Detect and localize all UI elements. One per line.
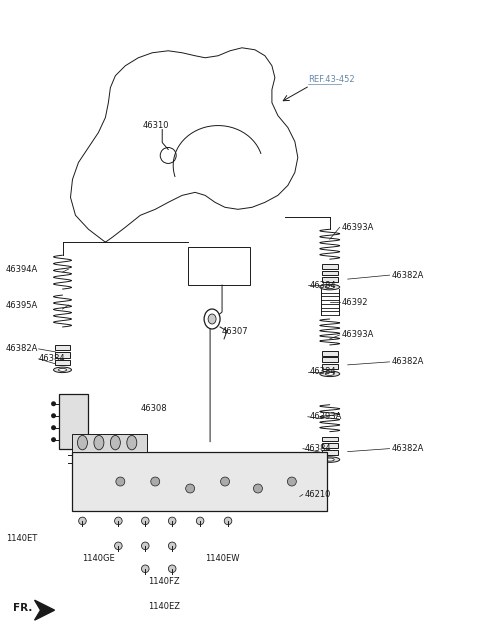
Bar [55,345,70,350]
Circle shape [288,477,296,486]
Text: 1140EW: 1140EW [205,554,240,563]
Circle shape [142,565,149,573]
Bar [322,357,338,362]
Bar [72,434,147,452]
Text: 46382A: 46382A [392,271,424,280]
Bar [55,360,70,365]
Text: 1140EZ: 1140EZ [148,602,180,611]
Text: 46394A: 46394A [6,264,38,274]
Ellipse shape [59,368,67,371]
Bar [322,351,338,355]
Text: 46384: 46384 [310,280,336,290]
Ellipse shape [320,371,340,376]
Text: 46382A: 46382A [392,357,424,366]
Text: 1140FZ: 1140FZ [148,576,180,586]
Circle shape [168,517,176,525]
Circle shape [168,542,176,550]
Text: 46382A: 46382A [392,444,424,453]
Bar [322,450,338,455]
Ellipse shape [325,373,334,375]
Text: 46384: 46384 [305,444,331,453]
Bar [72,452,327,512]
Circle shape [51,413,56,419]
Circle shape [253,484,263,493]
Circle shape [224,517,232,525]
Ellipse shape [204,309,220,329]
Text: 46310: 46310 [142,121,169,130]
Ellipse shape [77,436,87,450]
Text: FR.: FR. [12,603,32,613]
Ellipse shape [325,285,334,289]
Circle shape [51,401,56,406]
Text: 46392: 46392 [342,297,368,306]
Ellipse shape [54,367,72,373]
Circle shape [220,477,229,486]
Circle shape [196,517,204,525]
Text: 1140ET: 1140ET [6,534,37,543]
Text: 46393A: 46393A [342,223,374,232]
Text: 1140GE: 1140GE [83,554,115,563]
Circle shape [51,425,56,430]
Ellipse shape [94,436,104,450]
Circle shape [79,517,86,525]
Ellipse shape [320,284,340,290]
Circle shape [115,517,122,525]
Ellipse shape [320,457,340,462]
Circle shape [151,477,160,486]
Bar [322,436,338,441]
Circle shape [168,565,176,573]
Text: 46384: 46384 [38,354,65,363]
Text: 46384: 46384 [310,368,336,376]
Circle shape [142,517,149,525]
Text: 46393A: 46393A [310,412,342,421]
Bar [322,277,338,282]
Text: 46308: 46308 [140,404,167,413]
Circle shape [115,542,122,550]
Bar [55,352,70,357]
Text: 46393A: 46393A [342,331,374,340]
Circle shape [116,477,125,486]
Bar [322,364,338,369]
Text: 46210: 46210 [305,490,331,499]
Circle shape [51,437,56,442]
Bar [322,264,338,269]
Text: 46382A: 46382A [6,345,38,354]
Ellipse shape [127,436,137,450]
Bar [322,271,338,275]
Text: REF.43-452: REF.43-452 [308,75,354,84]
Bar [188,247,250,285]
Text: 46307: 46307 [222,327,249,336]
Text: 46395A: 46395A [6,301,38,310]
Bar [322,443,338,448]
Bar [59,394,88,448]
Ellipse shape [325,458,334,461]
Polygon shape [35,600,55,620]
Ellipse shape [208,314,216,324]
Circle shape [186,484,194,493]
Circle shape [142,542,149,550]
Ellipse shape [110,436,120,450]
